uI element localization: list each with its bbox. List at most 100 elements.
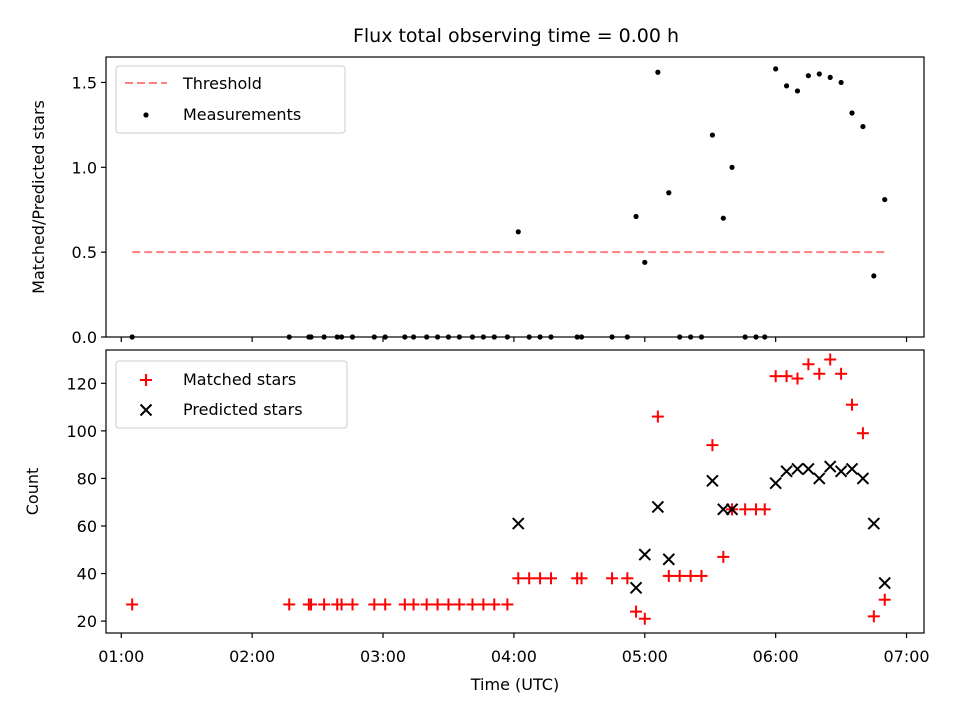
predicted-star-marker-b: [651, 500, 665, 514]
predicted-star-marker: [512, 517, 525, 530]
y-tick-label: 80: [77, 469, 97, 488]
predicted-star-marker: [662, 553, 675, 566]
matched-star-marker: [453, 598, 466, 611]
measurement-point: [805, 73, 811, 79]
y-tick-label: 20: [77, 612, 97, 631]
predicted-star-marker: [802, 462, 815, 476]
measurement-point: [129, 334, 135, 340]
x-tick-label: 01:00: [98, 647, 144, 666]
measurement-point: [698, 334, 705, 340]
predicted-star-marker-b: [845, 462, 859, 476]
matched-star-marker: [717, 550, 730, 563]
y-tick-label: 40: [77, 565, 97, 584]
measurement-point: [349, 334, 356, 340]
measurement-point: [783, 83, 790, 89]
chart-title: Flux total observing time = 0.00 h: [353, 25, 679, 47]
measurement-point: [334, 334, 340, 340]
measurement-point: [882, 196, 888, 203]
matched-star-marker: [379, 598, 392, 611]
matched-star-marker: [606, 572, 619, 585]
matched-star-marker: [769, 370, 782, 383]
matched-star-marker: [856, 427, 869, 440]
measurement-point: [574, 334, 580, 340]
predicted-star-marker-b: [706, 474, 719, 488]
measurement-point: [729, 164, 735, 170]
predicted-star-marker-b: [769, 476, 782, 490]
matched-star-marker: [512, 572, 525, 585]
matched-star-marker: [651, 410, 664, 423]
matched-star-marker: [318, 598, 331, 611]
predicted-star-marker-b: [813, 472, 826, 485]
measurement-point: [371, 334, 377, 340]
y-axis-label: Matched/Predicted stars: [29, 100, 48, 294]
measurement-point: [762, 334, 768, 340]
y-tick-label: 100: [66, 422, 97, 441]
measurement-point: [849, 110, 855, 116]
measurement-point: [338, 334, 345, 340]
measurement-point: [816, 71, 822, 77]
predicted-star-marker: [834, 465, 848, 478]
measurement-point: [321, 334, 327, 340]
predicted-star-marker: [845, 462, 859, 476]
measurement-point: [537, 334, 543, 340]
axes-frame: [105, 349, 925, 634]
predicted-star-marker: [878, 576, 891, 590]
measurement-point: [402, 334, 408, 340]
measurement-point: [624, 334, 630, 340]
flux-ratio-panel: 0.0 0.5 1.0 1.5 Matched/Predicted stars Thres…: [29, 56, 925, 347]
measurement-point: [642, 259, 648, 265]
legend-measurements-label: Measurements: [183, 105, 301, 124]
matched-star-marker: [846, 398, 859, 411]
legend-box: [115, 65, 346, 134]
matched-star-marker: [575, 572, 588, 585]
measurement-point: [838, 79, 844, 86]
measurement-point: [742, 334, 748, 340]
x-tick-label: 07:00: [883, 647, 929, 666]
matched-star-marker: [420, 598, 433, 611]
measurement-point: [794, 88, 801, 94]
measurement-point: [860, 123, 866, 130]
predicted-star-marker-b: [725, 503, 739, 516]
x-tick-label: 04:00: [491, 647, 537, 666]
legend-measurements-swatch: [143, 112, 149, 118]
predicted-star-marker-b: [802, 462, 815, 476]
measurement-point: [633, 213, 639, 220]
predicted-star-marker: [867, 517, 881, 530]
measurement-point: [548, 334, 554, 340]
y-tick-label: 0.0: [72, 328, 97, 347]
y-axis-label: Count: [23, 468, 42, 516]
measurement-point: [655, 69, 661, 75]
y-tick-label: 60: [77, 517, 97, 536]
predicted-star-marker: [791, 462, 804, 476]
predicted-star-marker: [638, 548, 651, 561]
predicted-star-marker-b: [512, 517, 525, 530]
matched-star-marker: [368, 598, 381, 611]
matched-star-marker: [780, 370, 793, 383]
matched-star-marker: [335, 598, 348, 611]
matched-star-marker: [739, 503, 752, 516]
matched-star-marker: [824, 353, 837, 366]
matched-star-marker: [477, 598, 490, 611]
matched-star-marker: [501, 598, 514, 611]
matched-star-marker: [346, 598, 359, 611]
measurement-point: [491, 334, 497, 340]
matched-star-marker: [867, 610, 880, 623]
predicted-star-marker-b: [662, 553, 675, 566]
measurement-point: [515, 229, 521, 235]
matched-star-marker: [878, 593, 891, 606]
matched-star-marker: [706, 439, 719, 452]
predicted-star-marker-b: [780, 465, 793, 478]
predicted-star-marker: [725, 503, 739, 516]
legend-threshold-label: Threshold: [182, 74, 262, 93]
predicted-star-marker: [769, 476, 782, 490]
measurement-point: [308, 334, 314, 340]
measurement-point: [687, 334, 694, 340]
measurement-point: [456, 334, 462, 340]
predicted-star-marker-b: [823, 460, 837, 473]
matched-star-marker: [638, 612, 651, 625]
legend-predicted-swatch-b: [139, 403, 153, 417]
matched-star-marker: [630, 605, 643, 618]
measurement-point: [578, 334, 585, 340]
legend-box: [115, 360, 348, 429]
matched-star-marker: [523, 572, 536, 585]
